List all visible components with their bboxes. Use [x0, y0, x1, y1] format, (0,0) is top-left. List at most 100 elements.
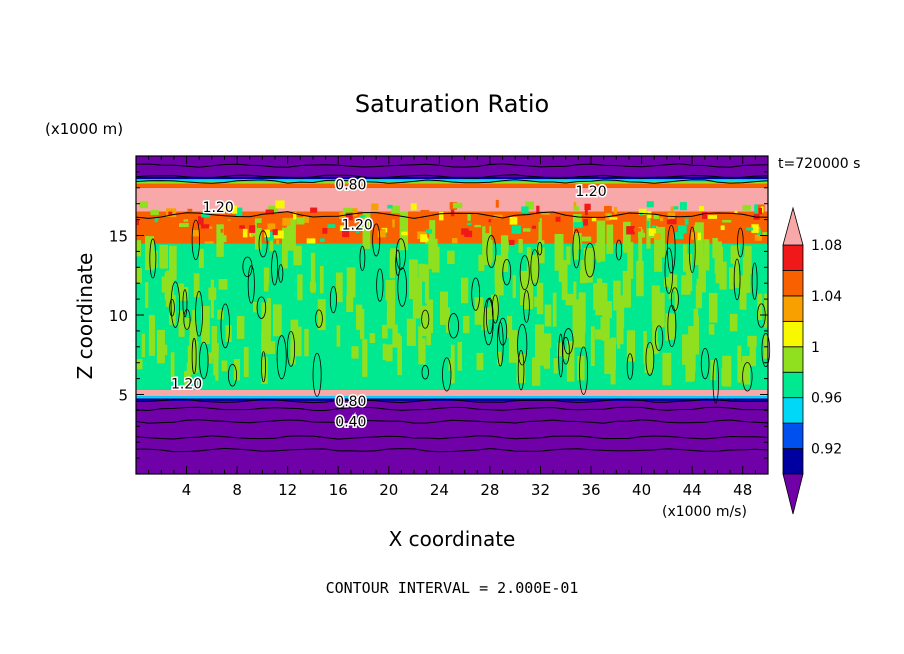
cell-mixed [493, 214, 503, 219]
cell-supersat [595, 329, 604, 340]
contour-cell [742, 362, 753, 392]
cell-mixed [574, 206, 579, 211]
cell-supersat [159, 244, 169, 269]
cell-supersat [535, 324, 545, 366]
cell-supersat [145, 282, 149, 309]
x-tick-label: 36 [581, 481, 600, 499]
cell-supersat [566, 340, 575, 382]
cell-mixed [345, 212, 353, 221]
contour-cell [271, 250, 279, 286]
cell-supersat [494, 280, 504, 296]
cell-supersat [156, 329, 165, 364]
contour-cell [247, 265, 255, 304]
cell-mixed [455, 227, 459, 233]
cell-mixed [387, 204, 393, 209]
cell-mixed [603, 205, 612, 214]
cell-mixed [425, 240, 433, 244]
cell-supersat [218, 278, 228, 290]
cell-mixed [256, 223, 264, 228]
cell-supersat [208, 287, 217, 300]
cell-supersat [385, 279, 394, 301]
cell-supersat [211, 326, 217, 357]
cell-mixed [591, 217, 597, 222]
cell-supersat [715, 247, 723, 284]
contour-cell [258, 230, 268, 258]
cell-supersat [201, 305, 210, 345]
cell-mixed [273, 230, 284, 239]
x-tick-label: 4 [182, 481, 192, 499]
contour-cell [517, 349, 525, 391]
cell-supersat [708, 324, 715, 335]
cell-mixed [296, 217, 305, 225]
cell-supersat [636, 260, 644, 297]
cell-supersat [457, 341, 463, 371]
cell-supersat [476, 352, 484, 371]
cell-mixed [707, 215, 717, 219]
cell-mixed [754, 204, 759, 213]
cell-mixed [673, 232, 684, 240]
cell-supersat [520, 270, 528, 306]
cell-supersat [561, 263, 568, 301]
cell-supersat [450, 344, 455, 384]
time-label: t=720000 s [778, 156, 860, 172]
cell-supersat [233, 359, 241, 381]
cell-supersat [178, 310, 185, 337]
cell-supersat [494, 255, 502, 285]
cell-supersat [179, 287, 189, 301]
contour-cell [519, 255, 530, 291]
contour-cell [182, 289, 188, 318]
contour-cell [498, 317, 508, 346]
cell-supersat [693, 316, 700, 355]
cell-supersat [668, 274, 673, 300]
cell-mixed [410, 203, 417, 211]
cell-supersat [698, 256, 706, 293]
cell-mixed [541, 210, 550, 215]
cell-supersat [694, 224, 704, 265]
cell-mixed [401, 231, 408, 236]
colorbar-label: 0.96 [811, 391, 842, 407]
cell-supersat [665, 313, 675, 341]
cell-mixed [306, 238, 316, 244]
cell-mixed [322, 228, 328, 234]
cell-supersat [501, 235, 509, 272]
cell-supersat [595, 283, 603, 316]
cell-supersat [213, 349, 217, 376]
cell-mixed [760, 206, 764, 213]
cell-supersat [184, 371, 192, 388]
cell-supersat [310, 252, 316, 294]
cell-supersat [638, 226, 643, 263]
contour-cell [442, 357, 452, 392]
cell-mixed [464, 230, 473, 238]
cell-supersat [606, 224, 614, 254]
cell-mixed [754, 234, 762, 241]
contour-cell [395, 249, 401, 276]
colorbar-segment [782, 270, 804, 297]
band-top-green [136, 181, 768, 184]
cell-mixed [358, 215, 366, 218]
contour-label: 0.80 [335, 394, 366, 410]
cell-mixed [734, 210, 738, 214]
cell-mixed [222, 203, 233, 212]
colorbar-bottom-arrow [782, 473, 804, 515]
cell-mixed [276, 239, 280, 245]
cell-mixed [360, 224, 369, 231]
cell-supersat [482, 226, 492, 265]
cell-mixed [508, 239, 515, 245]
contour-cell [483, 298, 494, 346]
cell-mixed [351, 208, 358, 217]
cell-mixed [474, 224, 482, 228]
contour-cell [664, 247, 674, 294]
cell-supersat [508, 330, 518, 363]
x-tick-label: 48 [733, 481, 752, 499]
y-tick-label: 10 [109, 307, 128, 325]
cell-supersat [503, 241, 509, 253]
cell-mixed [466, 222, 472, 226]
cell-mixed [667, 212, 676, 219]
colorbar-label: 1 [811, 340, 820, 356]
cell-supersat [418, 326, 423, 349]
cell-supersat [136, 359, 143, 370]
cell-supersat [622, 270, 631, 308]
cell-supersat [297, 274, 303, 301]
cell-supersat [538, 218, 542, 257]
cell-mixed [467, 213, 471, 221]
